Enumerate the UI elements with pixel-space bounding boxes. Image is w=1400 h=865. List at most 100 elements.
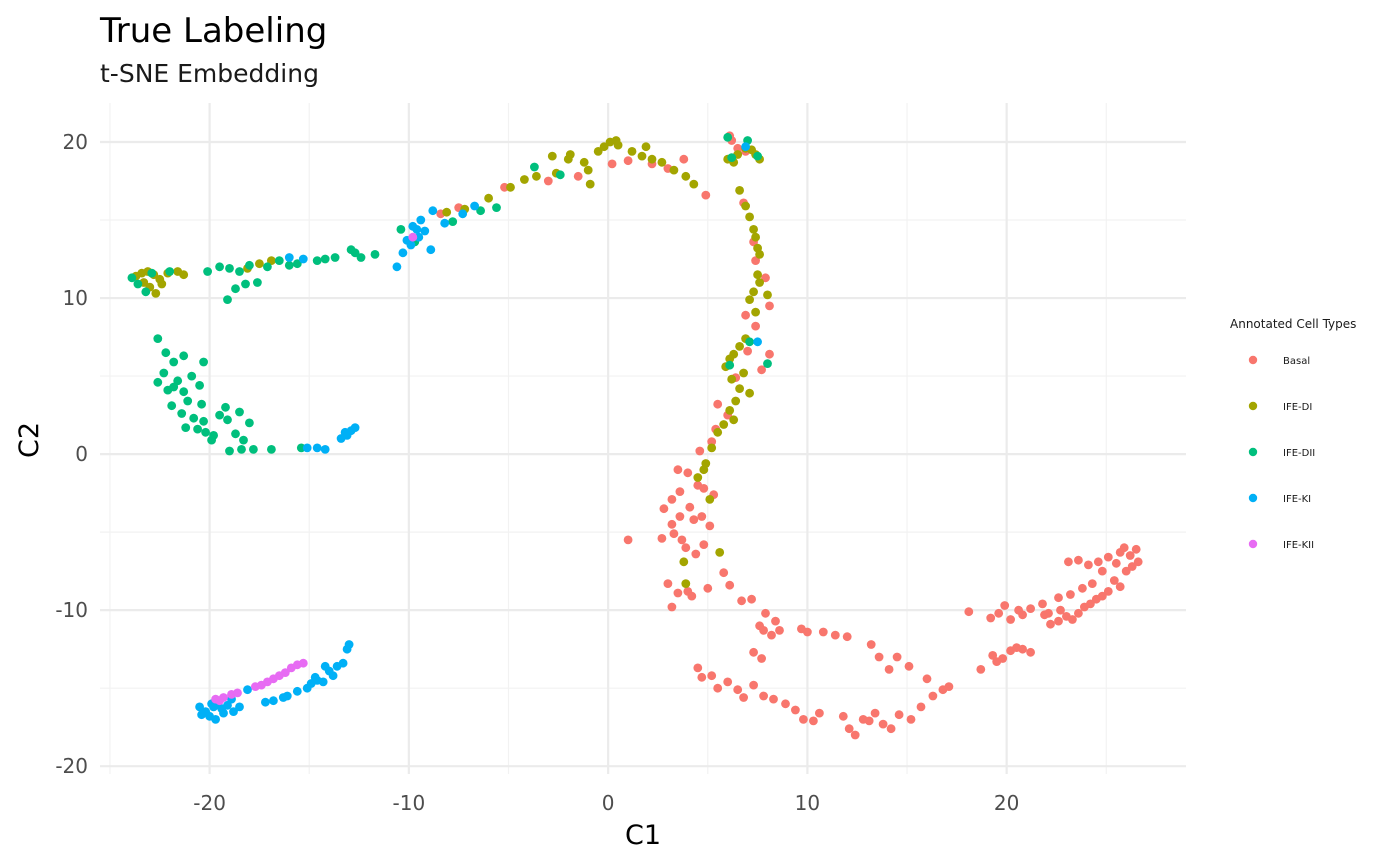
point-ife-kii <box>215 696 225 706</box>
point-ife-dii <box>127 273 137 283</box>
point-ife-dii <box>267 445 276 454</box>
legend-key-ife-dii <box>1248 447 1258 457</box>
point-basal <box>874 652 884 662</box>
point-basal <box>838 711 848 721</box>
point-ife-dii <box>225 446 234 456</box>
point-basal <box>1056 605 1065 615</box>
y-tick-label: -20 <box>55 754 88 778</box>
point-ife-dii <box>245 418 254 428</box>
point-ife-di <box>763 290 772 300</box>
y-tick-label: 10 <box>63 286 88 310</box>
y-tick-label: 20 <box>63 130 88 154</box>
point-basal <box>723 677 733 687</box>
point-basal <box>759 626 768 635</box>
point-ife-dii <box>231 284 240 294</box>
point-ife-ki <box>350 423 360 432</box>
point-basal <box>878 719 888 729</box>
point-ife-dii <box>245 260 254 270</box>
x-axis-title: C1 <box>625 820 661 851</box>
x-tick-label: 20 <box>994 791 1019 815</box>
point-basal <box>1074 608 1083 618</box>
point-ife-di <box>689 179 699 189</box>
x-tick-label: 0 <box>602 791 615 815</box>
point-basal <box>1026 604 1035 613</box>
chart-subtitle: t-SNE Embedding <box>100 59 319 88</box>
legend-key-ife-ki <box>1248 493 1258 503</box>
point-ife-dii <box>530 162 539 172</box>
point-basal <box>761 273 770 283</box>
point-basal <box>679 154 689 164</box>
point-basal <box>1064 557 1073 567</box>
point-ife-dii <box>330 253 340 262</box>
point-ife-ki <box>344 640 354 649</box>
point-basal <box>673 465 683 475</box>
point-basal <box>1046 619 1055 629</box>
point-ife-dii <box>320 254 330 264</box>
point-basal <box>769 694 778 704</box>
point-basal <box>657 534 667 543</box>
point-ife-kii <box>298 658 308 668</box>
point-basal <box>1074 555 1083 565</box>
point-basal <box>697 512 707 521</box>
y-axis-title: C2 <box>14 422 45 458</box>
point-basal <box>864 716 874 726</box>
point-basal <box>767 630 776 640</box>
point-basal <box>1086 599 1095 609</box>
point-ife-di <box>520 175 529 184</box>
point-ife-dii <box>207 435 217 445</box>
point-basal <box>771 616 780 626</box>
legend-key-basal <box>1248 355 1258 365</box>
point-ife-di <box>729 415 739 425</box>
point-ife-dii <box>141 287 151 297</box>
point-basal <box>725 580 735 590</box>
point-basal <box>1093 557 1103 567</box>
point-ife-dii <box>179 387 189 397</box>
point-ife-ki <box>426 245 436 255</box>
point-basal <box>775 626 784 635</box>
point-basal <box>757 654 766 663</box>
point-ife-ki <box>753 337 762 347</box>
point-basal <box>906 715 916 724</box>
legend: Annotated Cell Types Basal IFE-DI IFE-DII I… <box>1230 317 1356 551</box>
point-ife-di <box>151 289 161 298</box>
point-basal <box>703 583 713 593</box>
point-basal <box>944 682 954 691</box>
point-ife-dii <box>237 445 246 454</box>
point-ife-ki <box>269 696 278 706</box>
point-ife-di <box>715 548 725 557</box>
point-ife-dii <box>169 357 179 367</box>
point-ife-di <box>731 396 741 406</box>
point-basal <box>904 661 914 671</box>
point-basal <box>1133 557 1143 567</box>
point-basal <box>669 529 679 539</box>
point-ife-ki <box>197 710 207 720</box>
point-ife-ki <box>312 443 322 453</box>
point-basal <box>842 632 852 642</box>
point-ife-di <box>669 165 679 175</box>
point-basal <box>1115 582 1125 592</box>
y-tick-label: -10 <box>55 598 88 622</box>
plot-grid <box>100 103 1186 774</box>
legend-label-ife-ki: IFE-KI <box>1283 494 1311 505</box>
point-ife-ki <box>328 671 338 681</box>
y-axis-ticks: -20 -10 0 10 20 <box>55 130 88 778</box>
point-ife-dii <box>195 381 205 390</box>
point-ife-dii <box>763 359 772 368</box>
point-ife-di <box>749 225 758 234</box>
point-ife-di <box>751 232 760 242</box>
point-basal <box>765 349 774 359</box>
point-ife-dii <box>350 248 360 258</box>
point-basal <box>701 190 711 200</box>
point-ife-ki <box>412 225 422 234</box>
point-basal <box>543 176 553 186</box>
point-ife-dii <box>169 382 179 392</box>
point-basal <box>741 310 750 320</box>
point-ife-di <box>749 287 758 297</box>
point-basal <box>733 685 743 695</box>
point-ife-dii <box>448 217 458 227</box>
point-basal <box>844 724 854 734</box>
point-ife-ki <box>340 427 350 437</box>
point-ife-di <box>593 147 603 156</box>
point-ife-dii <box>179 351 189 361</box>
